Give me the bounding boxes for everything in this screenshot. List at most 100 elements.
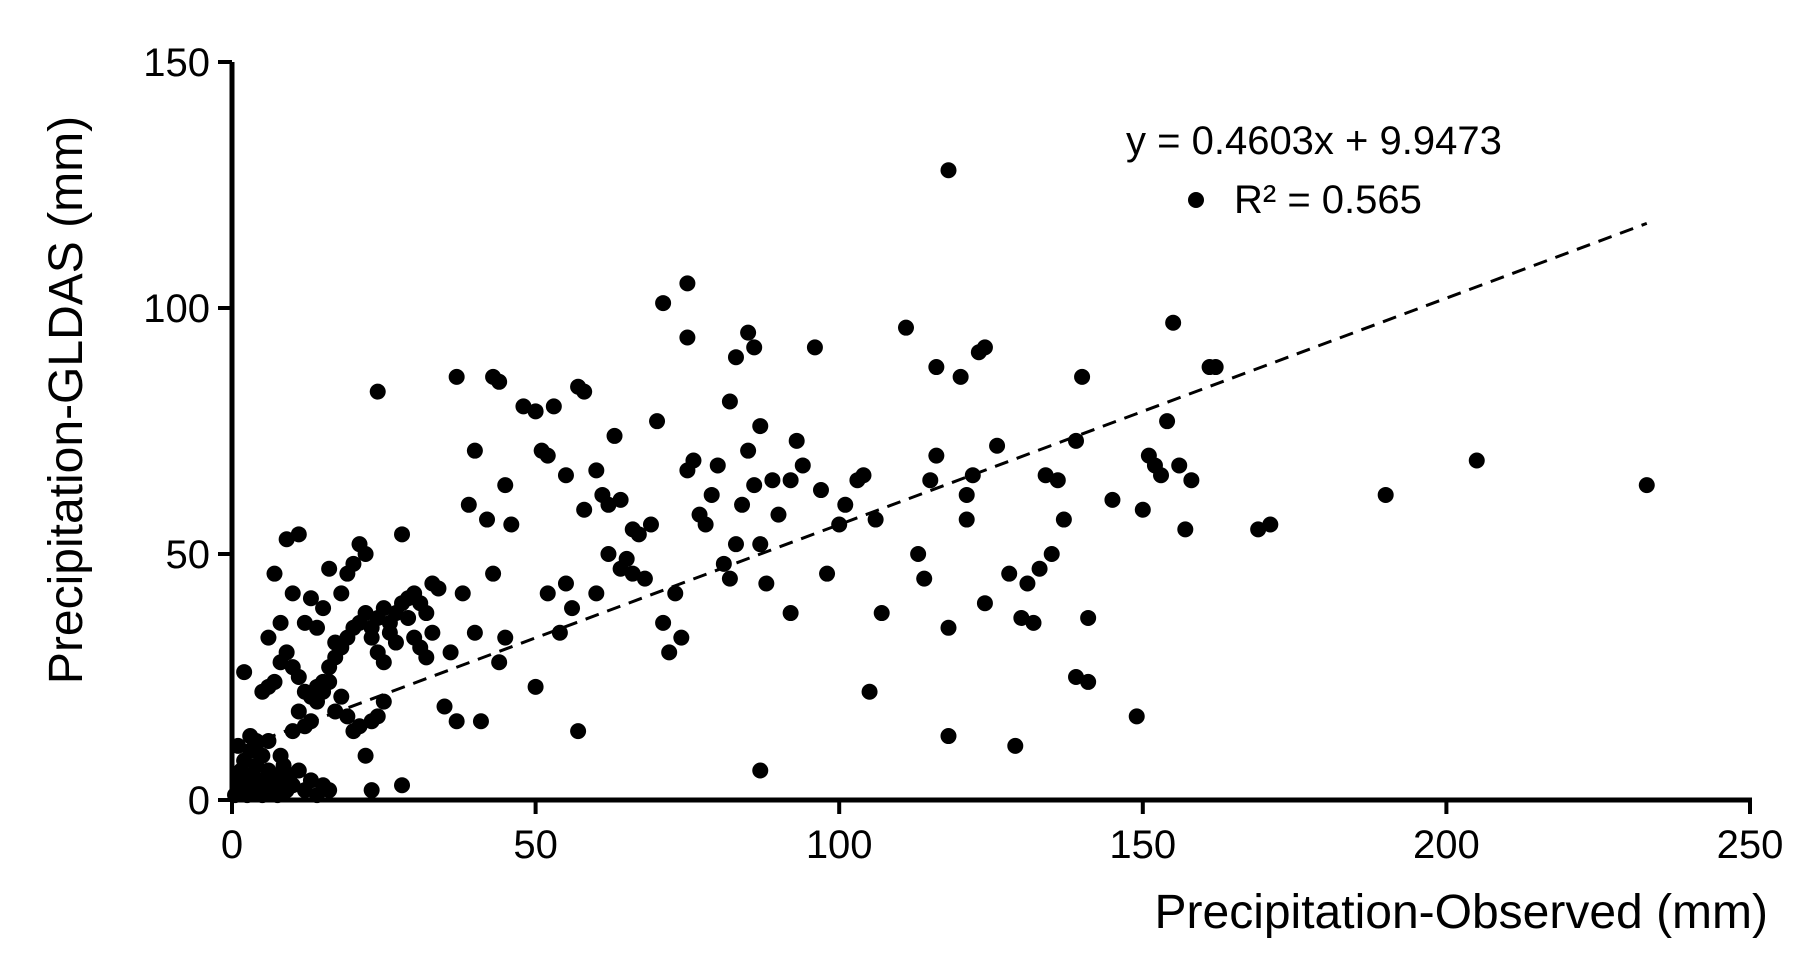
- data-point: [1159, 413, 1176, 430]
- data-point: [594, 486, 611, 503]
- data-point: [345, 555, 362, 572]
- data-point: [1080, 673, 1097, 690]
- data-point: [1080, 609, 1097, 626]
- data-point: [788, 432, 805, 449]
- data-point: [272, 747, 289, 764]
- r2-value: R² = 0.565: [1234, 178, 1422, 222]
- data-point: [746, 339, 763, 356]
- data-point: [940, 619, 957, 636]
- data-point: [375, 600, 392, 617]
- data-point: [721, 570, 738, 587]
- data-point: [600, 546, 617, 562]
- data-point: [897, 319, 914, 336]
- data-point: [697, 516, 714, 533]
- data-point: [272, 614, 289, 631]
- data-point: [588, 585, 605, 602]
- data-point: [1134, 501, 1151, 518]
- data-point: [806, 339, 823, 356]
- y-tick-label: 50: [166, 533, 211, 577]
- data-point: [624, 565, 641, 582]
- data-point: [479, 511, 496, 528]
- data-point: [952, 368, 969, 385]
- data-point: [527, 403, 544, 420]
- data-point: [867, 511, 884, 528]
- data-point: [685, 452, 702, 469]
- data-point: [466, 624, 483, 641]
- data-point: [1638, 477, 1655, 494]
- data-point: [497, 629, 514, 646]
- data-point: [1043, 546, 1060, 562]
- data-point: [503, 516, 520, 533]
- data-point: [928, 447, 945, 464]
- data-point: [649, 413, 666, 430]
- data-points: [227, 162, 1655, 804]
- data-point: [1183, 472, 1200, 489]
- data-point: [539, 585, 556, 602]
- data-point: [278, 644, 295, 661]
- data-point: [290, 669, 307, 685]
- data-point: [497, 477, 514, 494]
- data-point: [418, 649, 435, 666]
- data-point: [284, 585, 301, 602]
- data-point: [655, 614, 672, 631]
- data-point: [976, 595, 993, 612]
- data-point: [655, 295, 672, 312]
- x-ticks: 0 50 100 150 200 250: [221, 800, 1783, 867]
- data-point: [375, 693, 392, 710]
- data-point: [928, 359, 945, 376]
- data-point: [418, 605, 435, 622]
- data-point: [976, 339, 993, 356]
- data-point: [351, 718, 368, 735]
- data-point: [630, 526, 647, 543]
- data-point: [661, 644, 678, 661]
- data-point: [248, 742, 265, 759]
- data-point: [369, 383, 386, 400]
- data-point: [570, 723, 587, 740]
- data-point: [284, 777, 301, 794]
- data-point: [812, 482, 829, 499]
- data-point: [752, 536, 769, 553]
- data-point: [1128, 708, 1145, 725]
- data-point: [606, 427, 623, 444]
- data-point: [363, 782, 380, 799]
- data-point: [1025, 614, 1042, 631]
- y-tick-label: 150: [143, 41, 210, 85]
- data-point: [491, 373, 508, 390]
- data-point: [989, 437, 1006, 454]
- data-point: [837, 496, 854, 513]
- data-point: [940, 162, 957, 179]
- x-tick-label: 100: [806, 823, 873, 867]
- data-point: [1153, 467, 1170, 484]
- data-point: [1055, 511, 1072, 528]
- data-point: [557, 467, 574, 484]
- data-point: [740, 442, 757, 459]
- data-point: [642, 516, 659, 533]
- data-point: [1171, 457, 1188, 474]
- data-point: [430, 580, 447, 597]
- data-point: [1019, 575, 1036, 592]
- data-point: [242, 728, 259, 745]
- data-point: [315, 600, 332, 617]
- data-point: [1377, 486, 1394, 503]
- data-point: [740, 324, 757, 341]
- data-point: [1250, 521, 1267, 538]
- data-point: [296, 614, 313, 631]
- data-point: [667, 585, 684, 602]
- data-point: [958, 511, 975, 528]
- data-point: [302, 713, 319, 730]
- x-tick-label: 0: [221, 823, 243, 867]
- data-point: [1165, 314, 1182, 331]
- data-point: [466, 442, 483, 459]
- data-point: [1468, 452, 1485, 469]
- data-point: [715, 555, 732, 572]
- data-point: [758, 575, 775, 592]
- data-point: [782, 605, 799, 622]
- data-point: [472, 713, 489, 730]
- data-point: [339, 708, 356, 725]
- data-point: [1031, 560, 1048, 577]
- data-point: [679, 275, 696, 292]
- data-point: [363, 629, 380, 646]
- data-point: [1068, 669, 1085, 685]
- data-point: [855, 467, 872, 484]
- data-point: [333, 688, 350, 705]
